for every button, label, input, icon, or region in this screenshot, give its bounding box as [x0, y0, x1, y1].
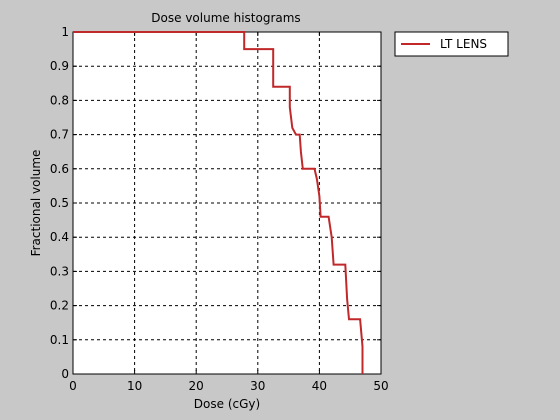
- x-tick-label: 20: [189, 379, 204, 393]
- x-tick-label: 10: [127, 379, 142, 393]
- y-tick-label: 0.3: [50, 264, 69, 278]
- y-tick-label: 0.8: [50, 93, 69, 107]
- axis-ticks: 0 10 20 30 40 50 0 0.1 0.2 0.3 0.4 0.5 0.6 0.7 0.8 0.9 1: [50, 25, 389, 393]
- x-tick-label: 50: [373, 379, 388, 393]
- legend: LT LENS: [394, 31, 509, 57]
- y-tick-label: 0.9: [50, 59, 69, 73]
- y-tick-label: 0.5: [50, 196, 69, 210]
- y-tick-label: 0.6: [50, 162, 69, 176]
- y-tick-label: 1: [61, 25, 69, 39]
- x-axis-label: Dose (cGy): [194, 397, 260, 411]
- x-tick-label: 0: [69, 379, 77, 393]
- y-tick-label: 0: [61, 367, 69, 381]
- legend-label-lt-lens: LT LENS: [440, 37, 487, 51]
- series-line-lt-lens: [73, 31, 364, 374]
- x-tick-label: 40: [312, 379, 327, 393]
- x-tick-label: 30: [250, 379, 265, 393]
- y-tick-label: 0.1: [50, 333, 69, 347]
- plot-area: [72, 31, 382, 375]
- y-tick-label: 0.2: [50, 299, 69, 313]
- series-lines: [73, 31, 364, 374]
- y-axis-label: Fractional volume: [29, 150, 43, 257]
- y-tick-label: 0.7: [50, 128, 69, 142]
- chart-title: Dose volume histograms: [151, 11, 300, 25]
- y-tick-label: 0.4: [50, 230, 69, 244]
